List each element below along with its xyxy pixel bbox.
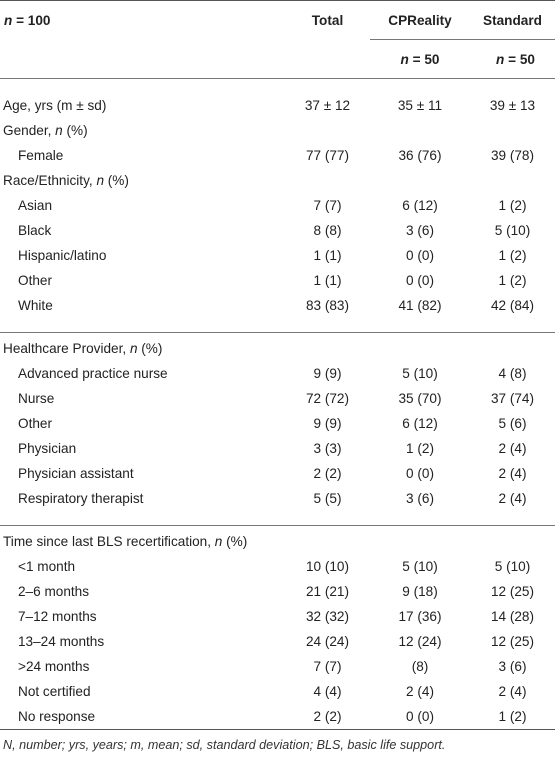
col-cpreality-header: CPReality [370, 0, 470, 40]
table-row: Female 77 (77) 36 (76) 39 (78) [18, 148, 535, 163]
table-row: 2–6 months 21 (21) 9 (18) 12 (25) [18, 584, 535, 599]
standard-n: n = 50 [470, 39, 555, 79]
table-row: Age, yrs (m ± sd) 37 ± 12 35 ± 11 39 ± 1… [3, 98, 536, 113]
cpreality-n: n = 50 [370, 39, 470, 79]
table-row: No response 2 (2) 0 (0) 1 (2) [0, 704, 555, 730]
subheader-row: n = 50 n = 50 [0, 39, 555, 79]
table-row: Other 9 (9) 6 (12) 5 (6) [18, 416, 527, 431]
demographics-table: n = 100 Total CPReality Standard n = 50 … [0, 0, 555, 730]
table-row: Other 1 (1) 0 (0) 1 (2) [18, 273, 527, 288]
header-row: n = 100 Total CPReality Standard [0, 0, 555, 40]
table-row: Nurse 72 (72) 35 (70) 37 (74) [18, 391, 535, 406]
table-row: >24 months 7 (7) (8) 3 (6) [18, 659, 527, 674]
table-row: Hispanic/latino 1 (1) 0 (0) 1 (2) [18, 248, 527, 263]
section-header-bls: Time since last BLS recertification, n (… [3, 534, 248, 549]
table-row: <1 month 10 (10) 5 (10) 5 (10) [18, 559, 531, 574]
table-row: Physician assistant 2 (2) 0 (0) 2 (4) [18, 466, 527, 481]
table-row: 13–24 months 24 (24) 12 (24) 12 (25) [18, 634, 535, 649]
col-total-header: Total [285, 0, 370, 40]
n-total-label: n = 100 [0, 0, 285, 40]
table-row: Physician 3 (3) 1 (2) 2 (4) [18, 441, 527, 456]
table-row: White 83 (83) 41 (82) 42 (84) [18, 298, 535, 313]
table-row: Not certified 4 (4) 2 (4) 2 (4) [18, 684, 527, 699]
table-row: 7–12 months 32 (32) 17 (36) 14 (28) [18, 609, 535, 624]
section-header-race: Race/Ethnicity, n (%) [3, 173, 129, 188]
section-header-gender: Gender, n (%) [3, 123, 88, 138]
table-footnote: N, number; yrs, years; m, mean; sd, stan… [3, 738, 446, 752]
table-row: Advanced practice nurse 9 (9) 5 (10) 4 (… [18, 366, 527, 381]
col-standard-header: Standard [470, 0, 555, 40]
section-header-provider: Healthcare Provider, n (%) [3, 341, 163, 356]
table-row: Respiratory therapist 5 (5) 3 (6) 2 (4) [18, 491, 527, 506]
table-row: Black 8 (8) 3 (6) 5 (10) [18, 223, 531, 238]
table-row: Asian 7 (7) 6 (12) 1 (2) [18, 198, 527, 213]
